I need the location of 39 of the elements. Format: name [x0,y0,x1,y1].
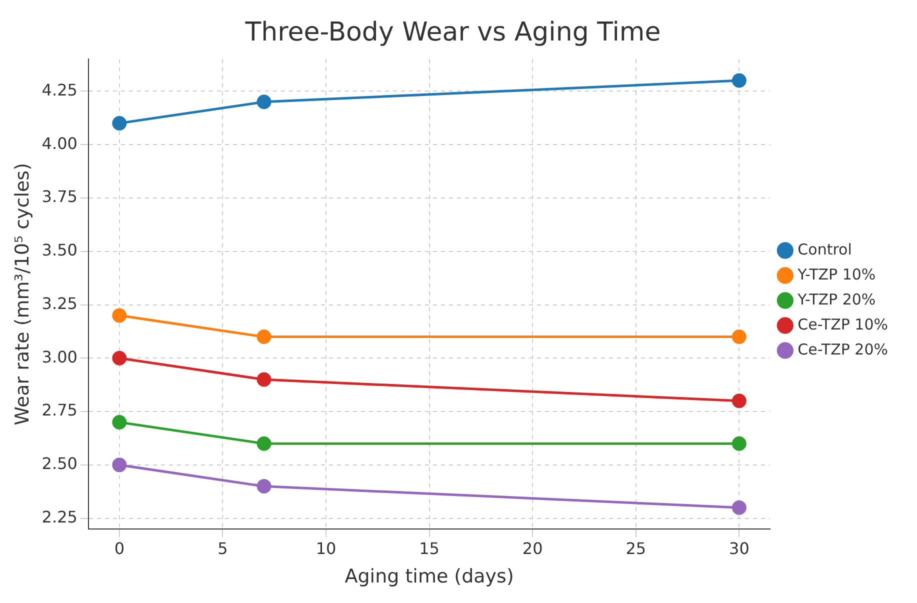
y-axis-title: Wear rate (mm³/10⁵ cycles) [11,163,34,426]
y-tick-label: 3.75 [42,187,78,206]
x-tick-label: 5 [218,538,228,558]
point [256,479,272,494]
point [732,436,746,451]
y-tick-label: 2.25 [42,507,78,526]
x-tick-label: 20 [522,538,543,558]
y-tick-label: 3.50 [42,240,78,260]
point [256,436,272,451]
point [112,308,127,323]
legend-label: Control [798,240,852,258]
point [256,94,272,110]
y-tick-label: 2.50 [42,454,78,474]
point [112,116,127,131]
point [256,372,272,387]
x-tick-label: 0 [114,538,125,558]
point [732,500,746,515]
x-tick-label: 10 [316,538,336,558]
legend-label: Y-TZP 10% [796,265,876,284]
x-tick-label: 25 [626,538,646,558]
point [112,458,127,472]
point [732,73,746,88]
y-tick-label: 4.25 [42,80,78,100]
x-tick-label: 30 [729,538,750,558]
point [732,330,746,344]
chart-title: Three-Body Wear vs Aging Time [244,17,661,48]
y-tick-label: 2.75 [42,400,78,420]
point [112,350,127,366]
x-axis-title: Aging time (days) [344,566,514,588]
legend-label: Y-TZP 20% [796,290,876,308]
x-tick-label: 15 [419,538,440,558]
y-tick-label: 4.00 [42,134,78,153]
legend-label: Ce-TZP 20% [798,340,888,358]
point [732,394,746,408]
y-tick-label: 3.25 [42,294,78,313]
point [112,414,127,430]
y-tick-label: 3.00 [42,347,78,366]
legend-label: Ce-TZP 10% [798,315,888,334]
point [256,330,272,344]
